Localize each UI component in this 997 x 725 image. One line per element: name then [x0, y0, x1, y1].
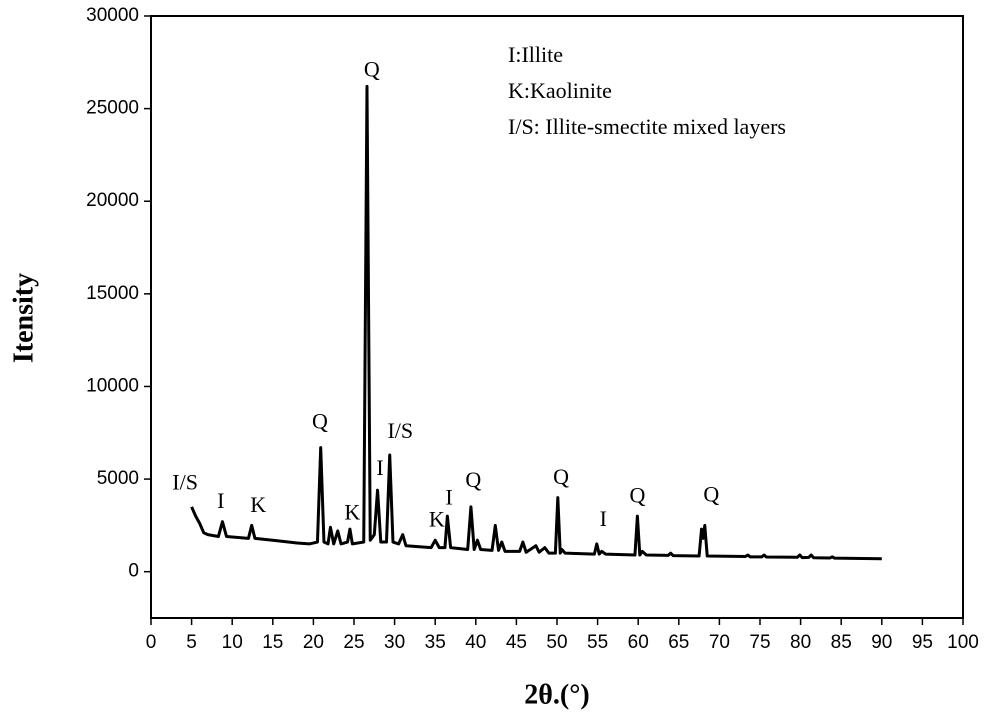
- x-tick-label: 65: [668, 632, 689, 653]
- x-tick-label: 20: [303, 632, 324, 653]
- peak-label: K: [250, 492, 266, 517]
- y-tick-label: 30000: [86, 5, 139, 26]
- x-tick-label: 60: [628, 632, 649, 653]
- y-tick-label: 10000: [86, 375, 139, 396]
- x-tick-label: 70: [709, 632, 730, 653]
- peak-label: Q: [629, 483, 645, 508]
- x-tick-label: 90: [871, 632, 892, 653]
- peak-label: Q: [312, 409, 328, 434]
- peak-label: K: [429, 507, 445, 532]
- x-axis-label: 2θ.(°): [524, 679, 589, 710]
- x-tick-label: 10: [222, 632, 243, 653]
- xrd-line: [190, 84, 882, 561]
- peak-label: Q: [703, 482, 719, 507]
- x-tick-label: 80: [790, 632, 811, 653]
- y-tick-label: 5000: [97, 468, 139, 489]
- y-tick-label: 25000: [86, 98, 139, 119]
- x-tick-label: 30: [384, 632, 405, 653]
- x-tick-label: 25: [343, 632, 364, 653]
- x-tick-label: 75: [749, 632, 770, 653]
- x-tick-label: 55: [587, 632, 608, 653]
- peak-label: Q: [364, 57, 380, 82]
- peak-label: I/S: [172, 470, 198, 495]
- peak-label: K: [344, 499, 360, 524]
- x-tick-label: 15: [262, 632, 283, 653]
- x-tick-label: 100: [947, 632, 979, 653]
- peak-label: I: [217, 488, 224, 513]
- key-entry: K:Kaolinite: [508, 78, 612, 103]
- peak-label: I/S: [387, 418, 413, 443]
- y-tick-label: 20000: [86, 190, 139, 211]
- x-tick-label: 50: [546, 632, 567, 653]
- x-tick-label: 5: [186, 632, 197, 653]
- peak-label: Q: [465, 467, 481, 492]
- x-tick-label: 95: [912, 632, 933, 653]
- peak-label: Q: [553, 464, 569, 489]
- peak-label: I: [600, 506, 607, 531]
- y-tick-label: 15000: [86, 283, 139, 304]
- y-tick-label: 0: [128, 561, 139, 582]
- x-tick-label: 35: [425, 632, 446, 653]
- x-tick-label: 45: [506, 632, 527, 653]
- key-entry: I:Illite: [508, 42, 563, 67]
- x-tick-label: 85: [831, 632, 852, 653]
- x-tick-label: 0: [146, 632, 157, 653]
- key-entry: I/S: Illite-smectite mixed layers: [508, 114, 786, 139]
- peak-label: I: [445, 484, 452, 509]
- peak-label: I: [376, 455, 383, 480]
- x-tick-label: 40: [465, 632, 486, 653]
- y-axis-label: Itensity: [8, 273, 39, 363]
